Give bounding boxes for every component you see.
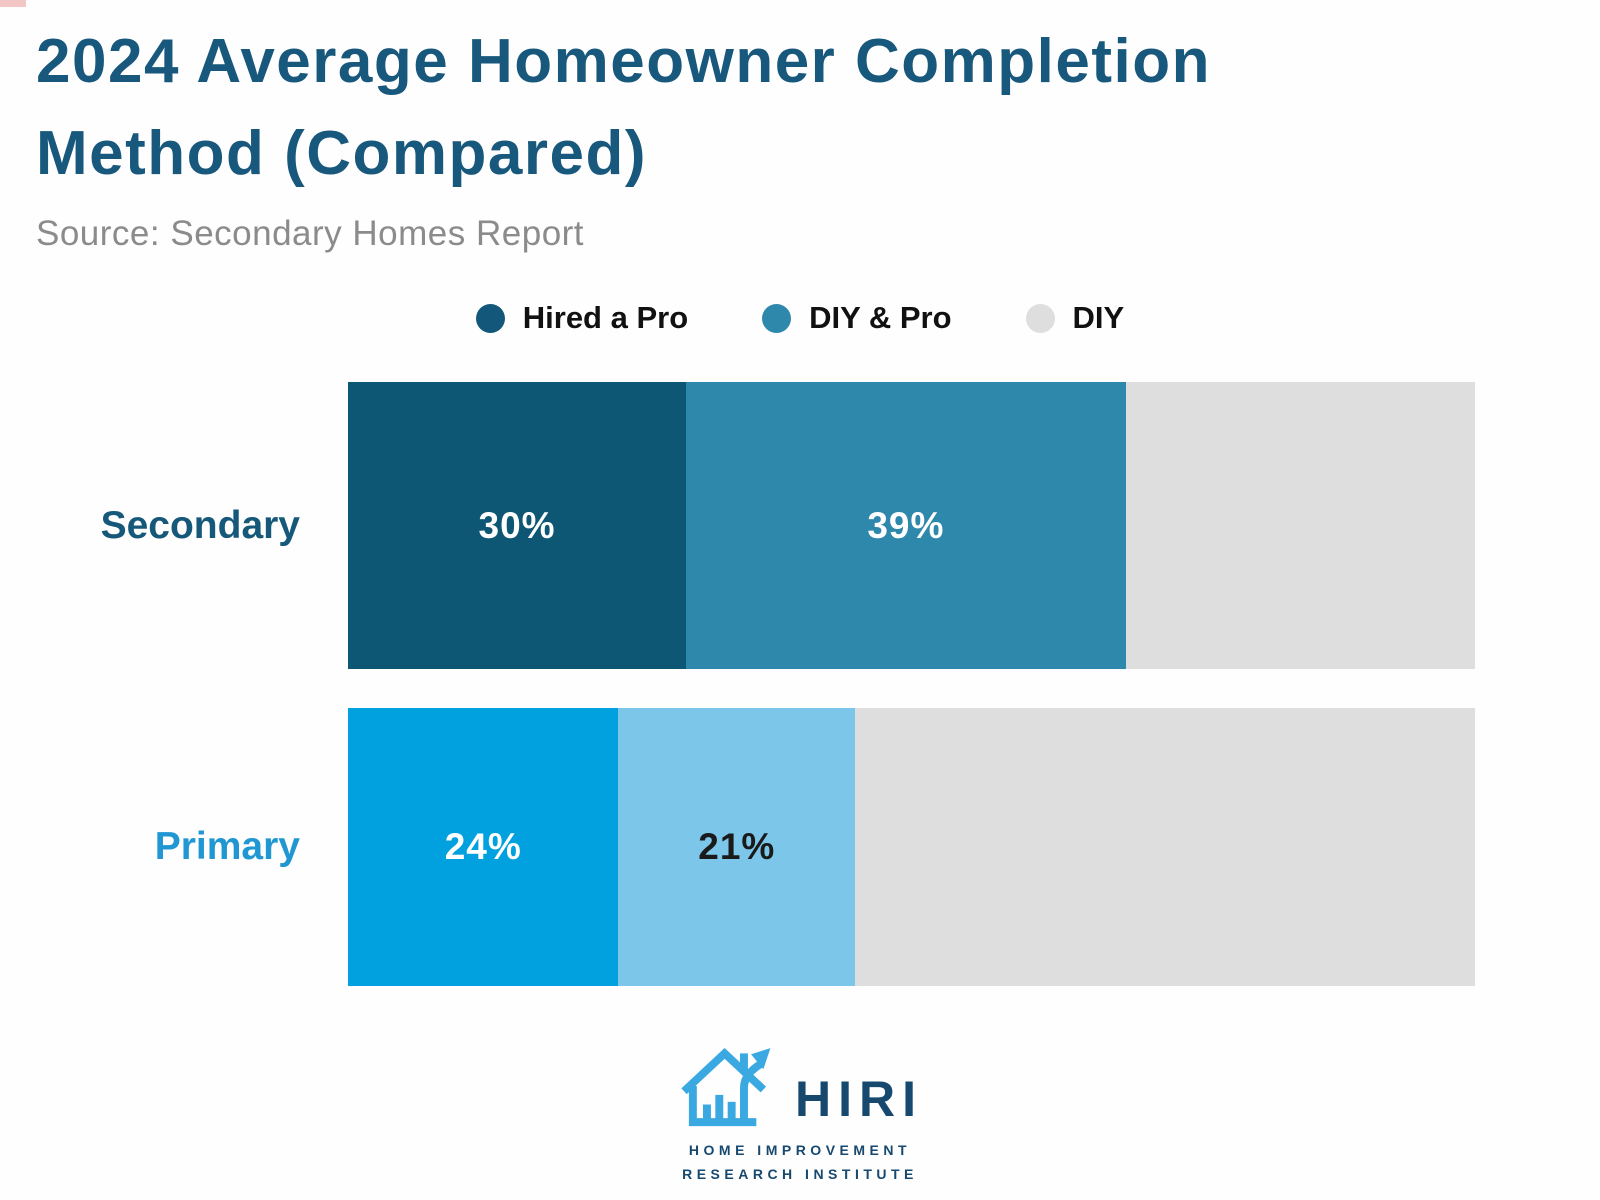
hiri-subtitle-line1: HOME IMPROVEMENT [688, 1142, 912, 1158]
bar-segment-value: 30% [478, 504, 556, 546]
bar-segment-value: 21% [698, 826, 776, 867]
hiri-house-icon [681, 1047, 771, 1127]
arrow-head [751, 1048, 771, 1070]
bar-segment-value: 39% [867, 504, 945, 546]
arrow-shaft [740, 1060, 763, 1123]
bar-row: Secondary 30% 39% [101, 382, 1475, 669]
house-wall-floor [688, 1086, 757, 1127]
bar-segment: 39% [686, 382, 1126, 669]
hiri-wordmark: HIRI [795, 1071, 923, 1127]
bar-segment: 24% [348, 708, 619, 986]
hiri-logo-top: HIRI [677, 1038, 923, 1134]
row-label: Primary [154, 825, 300, 868]
legend-item: DIY [1025, 300, 1125, 336]
stacked-bar-chart: Secondary 30% 39% Primary 24% 21% [101, 382, 1475, 986]
hiri-logo: HIRI HOME IMPROVEMENT RESEARCH INSTITUTE [0, 1038, 1600, 1186]
screen-artifact [0, 0, 26, 7]
bar-segment [1125, 382, 1475, 669]
legend-dot-icon [475, 303, 505, 333]
page-title: 2024 Average Homeowner Completion Method… [36, 16, 1556, 200]
legend-label: DIY [1072, 300, 1125, 335]
legend-label: Hired a Pro [522, 300, 689, 335]
source-caption: Source: Secondary Homes Report [36, 214, 585, 253]
chart-legend: Hired a Pro DIY & Pro DIY [0, 300, 1600, 336]
bar-segment-value: 24% [444, 826, 522, 867]
hiri-subtitle: HOME IMPROVEMENT RESEARCH INSTITUTE [682, 1138, 918, 1186]
bar-segment: 30% [348, 382, 687, 669]
legend-item: DIY & Pro [762, 300, 952, 336]
legend-dot-icon [762, 303, 792, 333]
bar-segment [855, 708, 1475, 986]
hiri-subtitle-line2: RESEARCH INSTITUTE [682, 1166, 918, 1182]
page-title-line1: 2024 Average Homeowner Completion [36, 27, 1212, 96]
page-title-line2: Method (Compared) [36, 119, 648, 188]
bar-segment: 21% [618, 708, 856, 986]
bar-row: Primary 24% 21% [155, 708, 1475, 986]
legend-item: Hired a Pro [475, 300, 689, 336]
chart-header: 2024 Average Homeowner Completion Method… [36, 16, 1556, 254]
legend-label: DIY & Pro [809, 300, 952, 335]
row-label: Secondary [100, 503, 300, 547]
legend-dot-icon [1025, 303, 1055, 333]
